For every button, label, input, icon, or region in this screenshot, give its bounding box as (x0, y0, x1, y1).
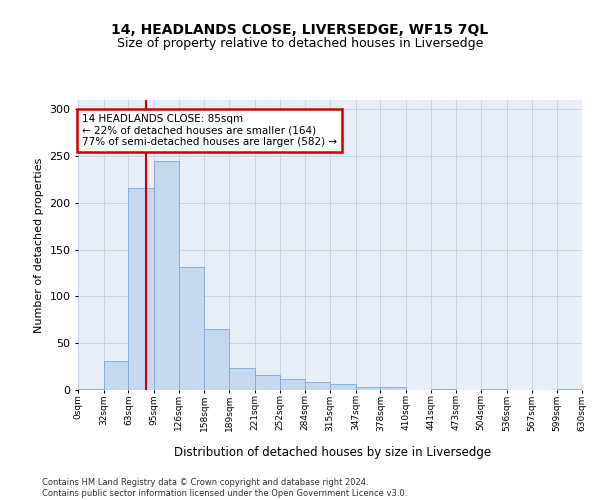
Y-axis label: Number of detached properties: Number of detached properties (34, 158, 44, 332)
Bar (431, 389, 457, 390)
Text: 14, HEADLANDS CLOSE, LIVERSEDGE, WF15 7QL: 14, HEADLANDS CLOSE, LIVERSEDGE, WF15 7Q… (112, 22, 488, 36)
Bar (330, 384, 356, 390)
Bar (305, 382, 330, 390)
Bar (179, 266, 205, 390)
Bar (128, 188, 154, 390)
Bar (557, 389, 582, 390)
Text: Distribution of detached houses by size in Liversedge: Distribution of detached houses by size … (175, 446, 491, 459)
Bar (205, 329, 229, 390)
Bar (380, 387, 406, 390)
Bar (481, 389, 507, 390)
Bar (229, 368, 255, 390)
Text: Size of property relative to detached houses in Liversedge: Size of property relative to detached ho… (117, 38, 483, 51)
Bar (280, 379, 305, 390)
Text: Contains HM Land Registry data © Crown copyright and database right 2024.
Contai: Contains HM Land Registry data © Crown c… (42, 478, 407, 498)
Bar (104, 361, 128, 390)
Text: 14 HEADLANDS CLOSE: 85sqm
← 22% of detached houses are smaller (164)
77% of semi: 14 HEADLANDS CLOSE: 85sqm ← 22% of detac… (82, 114, 337, 147)
Bar (356, 387, 380, 390)
Bar (78, 389, 104, 390)
Bar (255, 375, 280, 390)
Bar (154, 161, 179, 390)
